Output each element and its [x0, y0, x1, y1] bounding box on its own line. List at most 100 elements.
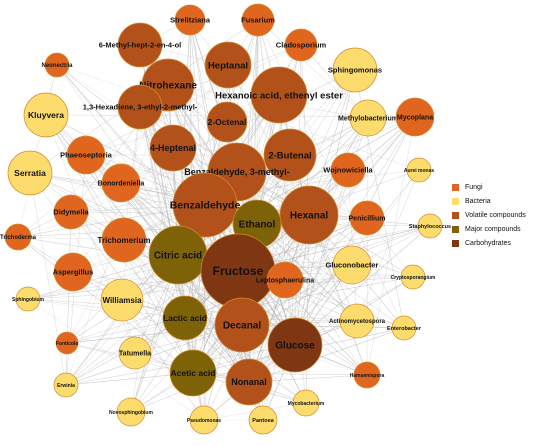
node-circle	[206, 101, 248, 143]
node-circle	[267, 317, 323, 373]
edge	[192, 264, 353, 374]
edge	[256, 223, 368, 376]
node-didymella: Didymella	[53, 194, 90, 230]
node-circle	[284, 28, 318, 62]
node-circle	[100, 278, 144, 322]
node-label: Tatumella	[119, 350, 151, 357]
edge	[65, 211, 72, 386]
node-trichoderma: Trichoderma	[0, 223, 37, 251]
edge	[45, 114, 125, 241]
node-label: Cryptosporangium	[391, 275, 436, 281]
node-circle	[169, 349, 217, 397]
node-enterobacter: Enterobacter	[387, 315, 422, 341]
node-label: Strelitziana	[170, 16, 211, 25]
edge	[284, 279, 405, 329]
edge	[257, 19, 369, 119]
node-label: Wojnowiciella	[323, 166, 373, 175]
node-pseudomonas: Pseudomonas	[187, 405, 221, 435]
node-label: Actinomycetospora	[329, 319, 386, 325]
node-circle	[53, 372, 79, 398]
node-circle	[391, 315, 417, 341]
node-circle	[292, 389, 320, 417]
node-benzaldehyde: Benzaldehyde	[170, 172, 241, 238]
legend-swatch	[452, 198, 459, 205]
node-label: Aspergillus	[53, 268, 94, 277]
node-circle	[349, 200, 385, 236]
node-circle	[53, 194, 89, 230]
node-circle	[406, 157, 432, 183]
edge	[17, 64, 229, 238]
node-label: Benzaldehyde	[170, 200, 241, 212]
node-circle	[7, 150, 53, 196]
node-label: Staphylococcus	[409, 224, 451, 230]
node-label: Penicillium	[349, 215, 386, 222]
node-butenal: 2-Butenal	[263, 128, 317, 182]
edge	[121, 299, 205, 421]
node-circle	[332, 245, 372, 285]
node-label: Bonordeniella	[98, 180, 145, 187]
node-label: Methylobacterium	[338, 115, 398, 122]
node-decanal: Decanal	[214, 297, 270, 353]
edge	[248, 327, 405, 383]
legend-swatch	[452, 240, 459, 247]
node-label: Pseudomonas	[187, 418, 221, 424]
node-sphingomonas: Sphingomonas	[328, 47, 382, 93]
node-label: Kluyvera	[28, 110, 64, 120]
node-label: Sphingomonas	[328, 66, 382, 75]
node-williamsia: Williamsia	[100, 278, 144, 322]
node-label: Enterobacter	[387, 326, 422, 332]
node-label: Didymella	[53, 208, 89, 217]
node-hexanoic: Hexanoic acid, ethenyl ester	[215, 66, 343, 124]
node-penicillium: Penicillium	[349, 200, 386, 236]
legend-swatch	[452, 212, 459, 219]
node-pantoea: Pantoea	[248, 405, 278, 435]
node-tatumella: Tatumella	[118, 336, 152, 370]
node-lactic: Lactic acid	[162, 295, 208, 341]
node-label: Sphingobium	[12, 297, 44, 303]
node-circle	[101, 163, 141, 203]
node-sphingobium: Sphingobium	[12, 286, 45, 312]
node-label: Novosphingobium	[109, 410, 153, 416]
node-circle	[400, 264, 426, 290]
node-circle	[55, 331, 79, 355]
node-circle	[66, 135, 106, 175]
node-label: Trichoderma	[0, 235, 37, 241]
node-label: Aurei monas	[404, 168, 435, 174]
node-circle	[117, 22, 163, 68]
node-circle	[339, 303, 375, 339]
node-circle	[250, 66, 308, 124]
node-acetic: Acetic acid	[169, 349, 217, 397]
node-circle	[417, 213, 443, 239]
node-hexanal: Hexanal	[279, 185, 339, 245]
edge	[241, 217, 368, 326]
legend: Fungi Bacteria Volatile compounds Major com…	[452, 182, 548, 252]
edge	[65, 211, 72, 386]
node-circle	[4, 223, 32, 251]
node-label: Williamsia	[102, 296, 142, 305]
node-label: Leptosphaerulina	[256, 277, 314, 284]
node-gluconobacter: Gluconobacter	[326, 245, 379, 285]
edge	[65, 324, 243, 386]
node-label: Acetic acid	[171, 368, 216, 378]
node-label: Benzaldehyde, 3-methyl-	[184, 167, 290, 177]
node-circle	[149, 124, 197, 172]
node-label: 4-Heptenal	[150, 143, 196, 153]
node-novosph: Novosphingobium	[109, 397, 153, 427]
node-circle	[44, 52, 70, 78]
node-label: Pantoea	[252, 418, 274, 424]
edge	[85, 94, 280, 156]
node-circle	[15, 286, 41, 312]
node-aurei: Aurei monas	[404, 157, 435, 183]
node-circle	[395, 97, 435, 137]
node-circle	[332, 47, 378, 93]
node-circle	[101, 217, 147, 263]
node-circle	[204, 41, 252, 89]
node-circle	[117, 84, 163, 130]
legend-item: Volatile compounds	[452, 210, 548, 221]
node-aspergillus: Aspergillus	[53, 252, 94, 292]
node-circle	[330, 152, 366, 188]
edge	[192, 372, 368, 376]
node-label: Cladosporium	[276, 41, 327, 50]
node-heptanal: Heptanal	[204, 41, 252, 89]
node-label: Lactic acid	[163, 313, 207, 323]
